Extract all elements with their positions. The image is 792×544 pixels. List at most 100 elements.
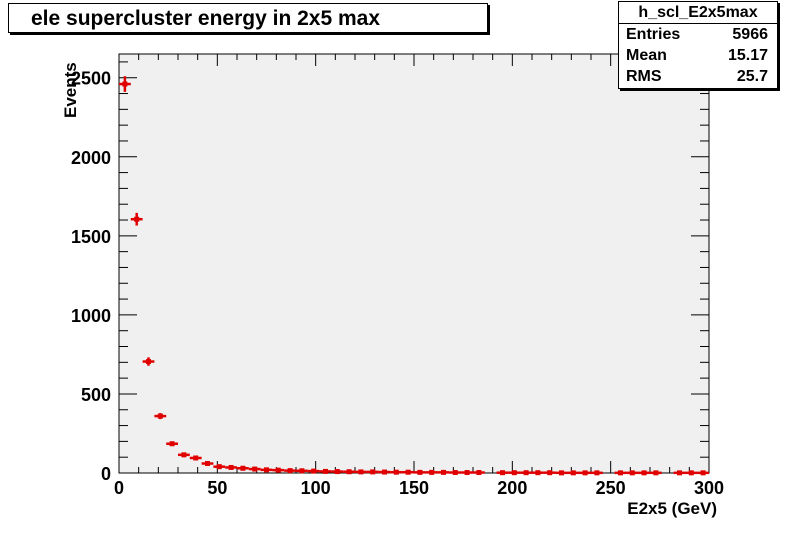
- plot-frame: [118, 53, 710, 474]
- point-marker: [275, 467, 281, 473]
- data-point: [650, 470, 662, 476]
- histogram-title: ele supercluster energy in 2x5 max: [31, 7, 381, 30]
- data-point: [579, 470, 591, 476]
- point-marker: [122, 81, 128, 87]
- data-point: [166, 441, 178, 447]
- x-tick-label: 200: [497, 478, 527, 498]
- point-marker: [216, 464, 222, 470]
- data-point: [130, 212, 143, 226]
- data-point: [461, 470, 473, 476]
- data-point: [260, 467, 273, 473]
- y-tick-label: 1000: [71, 306, 111, 326]
- x-tick-label: 150: [399, 478, 429, 498]
- y-tick-label: 2500: [71, 69, 111, 89]
- stats-value: 25.7: [736, 68, 768, 85]
- data-point: [449, 470, 462, 476]
- point-marker: [582, 470, 588, 476]
- point-marker: [452, 470, 458, 476]
- data-point: [225, 464, 237, 470]
- point-marker: [358, 469, 364, 475]
- y-tick-label: 1500: [71, 227, 111, 247]
- data-point: [555, 470, 568, 476]
- point-marker: [169, 441, 175, 447]
- point-marker: [641, 470, 647, 476]
- stats-row-mean: Mean 15.17: [619, 45, 777, 66]
- point-marker: [429, 469, 435, 475]
- x-tick-label: 300: [694, 478, 724, 498]
- data-point: [142, 357, 155, 366]
- data-point: [213, 464, 226, 470]
- point-marker: [547, 470, 553, 476]
- point-marker: [146, 359, 151, 365]
- stats-label: RMS: [626, 68, 662, 85]
- data-point: [355, 469, 367, 475]
- x-tick-label: 250: [596, 478, 626, 498]
- data-point: [296, 468, 308, 474]
- point-marker: [393, 469, 399, 475]
- histogram-title-box: ele supercluster energy in 2x5 max: [8, 3, 488, 33]
- data-point: [437, 469, 450, 475]
- data-point: [591, 470, 603, 476]
- data-point: [567, 470, 580, 476]
- data-point: [414, 469, 426, 475]
- point-marker: [570, 470, 576, 476]
- point-marker: [134, 216, 140, 222]
- x-axis-title: E2x5 (GeV): [627, 499, 717, 518]
- data-point: [343, 469, 355, 475]
- data-point: [284, 468, 296, 474]
- data-point: [425, 469, 438, 475]
- point-marker: [157, 413, 163, 419]
- y-tick-label: 500: [81, 385, 111, 405]
- stats-value: 15.17: [727, 47, 768, 64]
- data-markers: [119, 76, 709, 476]
- stats-label: Mean: [626, 47, 667, 64]
- point-marker: [417, 469, 423, 475]
- data-point: [189, 455, 202, 461]
- stats-row-entries: Entries 5966: [619, 24, 777, 45]
- point-marker: [618, 470, 623, 476]
- point-marker: [346, 469, 352, 475]
- data-point: [508, 470, 521, 476]
- x-tick-label: 0: [114, 478, 124, 498]
- data-point: [673, 470, 686, 476]
- stats-histogram-name: h_scl_E2x5max: [619, 2, 777, 24]
- point-marker: [299, 468, 305, 474]
- point-marker: [240, 465, 246, 471]
- y-tick-label: 2000: [71, 148, 111, 168]
- stats-box: h_scl_E2x5max Entries 5966 Mean 15.17 RM…: [618, 1, 778, 89]
- point-marker: [629, 470, 635, 476]
- data-point: [201, 461, 214, 467]
- point-marker: [311, 468, 317, 474]
- point-marker: [405, 469, 411, 475]
- point-marker: [287, 468, 293, 474]
- x-tick-label: 100: [301, 478, 331, 498]
- point-marker: [511, 470, 517, 476]
- point-marker: [252, 466, 258, 472]
- point-marker: [677, 470, 682, 476]
- point-marker: [228, 464, 234, 470]
- data-point: [378, 469, 391, 475]
- data-point: [496, 470, 509, 476]
- data-point: [178, 452, 190, 458]
- point-marker: [193, 455, 199, 461]
- data-point: [366, 469, 379, 475]
- point-marker: [370, 469, 376, 475]
- data-point: [331, 469, 344, 475]
- point-marker: [653, 470, 659, 476]
- data-point: [532, 470, 544, 476]
- data-point: [626, 470, 639, 476]
- point-marker: [464, 470, 470, 476]
- data-point: [685, 470, 698, 476]
- point-marker: [700, 470, 706, 476]
- point-marker: [500, 470, 505, 476]
- data-point: [307, 468, 320, 474]
- axis-tick-labels: 0 50 100 150 200 250 300 0 500 1000 1500 2000 2500: [71, 69, 724, 498]
- stats-value: 5966: [732, 26, 768, 43]
- data-point: [319, 468, 332, 474]
- point-marker: [382, 469, 387, 475]
- point-marker: [264, 467, 269, 473]
- data-point: [614, 470, 627, 476]
- point-marker: [441, 469, 446, 475]
- data-point: [237, 465, 249, 471]
